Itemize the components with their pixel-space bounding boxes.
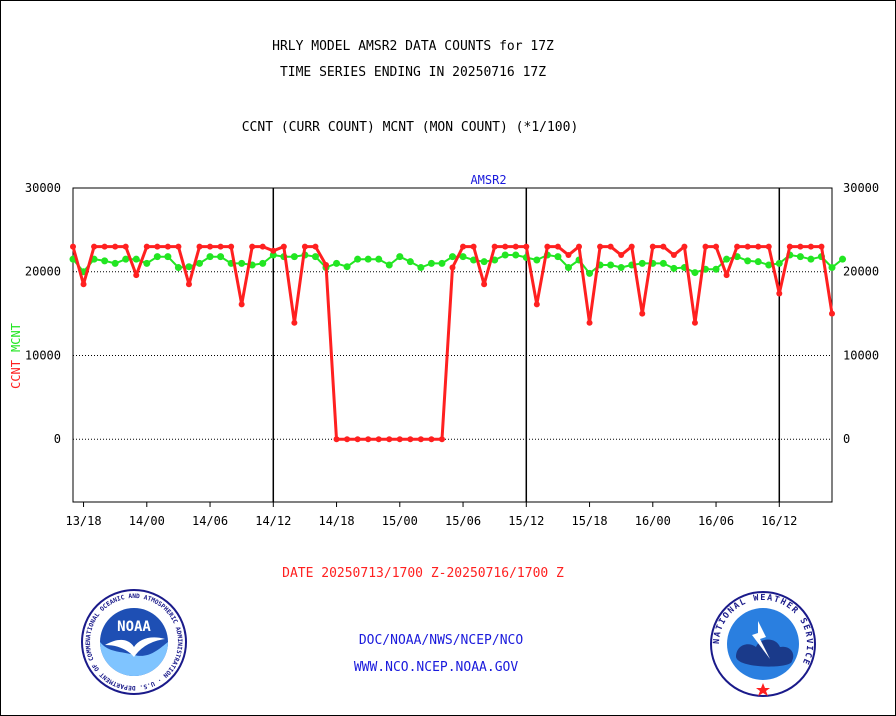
chart-subtitle: CCNT (CURR COUNT) MCNT (MON COUNT) (*1/1… xyxy=(241,120,579,135)
date-range-label: DATE 20250713/1700 Z-20250716/1700 Z xyxy=(282,566,564,581)
nws-logo-icon: NATIONAL WEATHER SERVICE xyxy=(710,591,816,697)
noaa-link-text[interactable]: DOC/NOAA/NWS/NCEP/NCO xyxy=(358,633,524,648)
chart-title-line2: TIME SERIES ENDING IN 20250716 17Z xyxy=(279,65,547,80)
chart-title-line1: HRLY MODEL AMSR2 DATA COUNTS for 17Z xyxy=(272,39,554,54)
noaa-logo-text: NOAA xyxy=(117,619,151,635)
noaa-logo-icon: NATIONAL OCEANIC AND ATMOSPHERIC ADMINIS… xyxy=(79,587,187,695)
nco-website-link[interactable]: WWW.NCO.NCEP.NOAA.GOV xyxy=(353,660,519,675)
